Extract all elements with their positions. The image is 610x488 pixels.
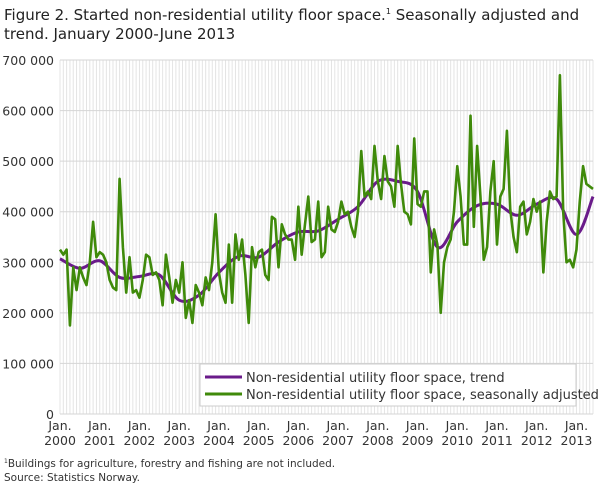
y-tick-label: 600 000 — [2, 104, 54, 119]
title-text: Figure 2. Started non-residential utilit… — [4, 6, 386, 24]
footnote-text: Buildings for agriculture, forestry and … — [7, 458, 336, 470]
y-tick-label: 300 000 — [2, 255, 54, 270]
x-tick-label-year: 2010 — [441, 433, 473, 448]
x-tick-label: Jan. — [365, 418, 389, 433]
x-tick-label: Jan. — [524, 418, 548, 433]
x-tick-label-year: 2004 — [203, 433, 235, 448]
x-tick-label: Jan. — [484, 418, 508, 433]
legend-label: Non-residential utility floor space, tre… — [246, 371, 505, 386]
x-tick-label-year: 2001 — [84, 433, 116, 448]
x-tick-label-year: 2003 — [163, 433, 195, 448]
y-tick-label: 200 000 — [2, 306, 54, 321]
y-tick-label: 700 000 — [2, 53, 54, 68]
x-tick-label-year: 2009 — [402, 433, 434, 448]
legend-label: Non-residential utility floor space, sea… — [246, 388, 599, 403]
x-tick-label: Jan. — [286, 418, 310, 433]
x-tick-label-year: 2012 — [521, 433, 553, 448]
x-tick-label: Jan. — [445, 418, 469, 433]
x-tick-label-year: 2000 — [44, 433, 76, 448]
source-note: Source: Statistics Norway. — [4, 472, 140, 484]
x-tick-label-year: 2013 — [561, 433, 593, 448]
x-tick-label: Jan. — [167, 418, 191, 433]
x-tick-label: Jan. — [206, 418, 230, 433]
x-tick-label: Jan. — [325, 418, 349, 433]
x-tick-label-year: 2005 — [243, 433, 275, 448]
x-tick-label: Jan. — [87, 418, 111, 433]
y-tick-label: 100 000 — [2, 356, 54, 371]
x-tick-label-year: 2006 — [282, 433, 314, 448]
seasonally-adjusted-series-line — [58, 73, 594, 327]
x-tick-label-year: 2011 — [481, 433, 513, 448]
title-footnote-mark: 1 — [385, 7, 391, 16]
x-tick-label: Jan. — [564, 418, 588, 433]
x-tick-label: Jan. — [405, 418, 429, 433]
x-tick-label: Jan. — [127, 418, 151, 433]
x-tick-label-year: 2008 — [362, 433, 394, 448]
x-tick-label: Jan. — [246, 418, 270, 433]
x-tick-label-year: 2007 — [322, 433, 354, 448]
footnote: 1Buildings for agriculture, forestry and… — [4, 458, 335, 470]
footnote-mark: 1 — [4, 458, 8, 465]
x-tick-label: Jan. — [47, 418, 71, 433]
y-tick-label: 0 — [46, 407, 54, 422]
chart-title: Figure 2. Started non-residential utilit… — [4, 2, 604, 44]
title-text-cont: Seasonally adjusted and trend. January 2… — [4, 6, 580, 43]
x-tick-label-year: 2002 — [124, 433, 156, 448]
trend-series-line — [59, 177, 595, 303]
legend-box — [199, 363, 577, 407]
y-tick-label: 500 000 — [2, 154, 54, 169]
y-tick-label: 400 000 — [2, 205, 54, 220]
